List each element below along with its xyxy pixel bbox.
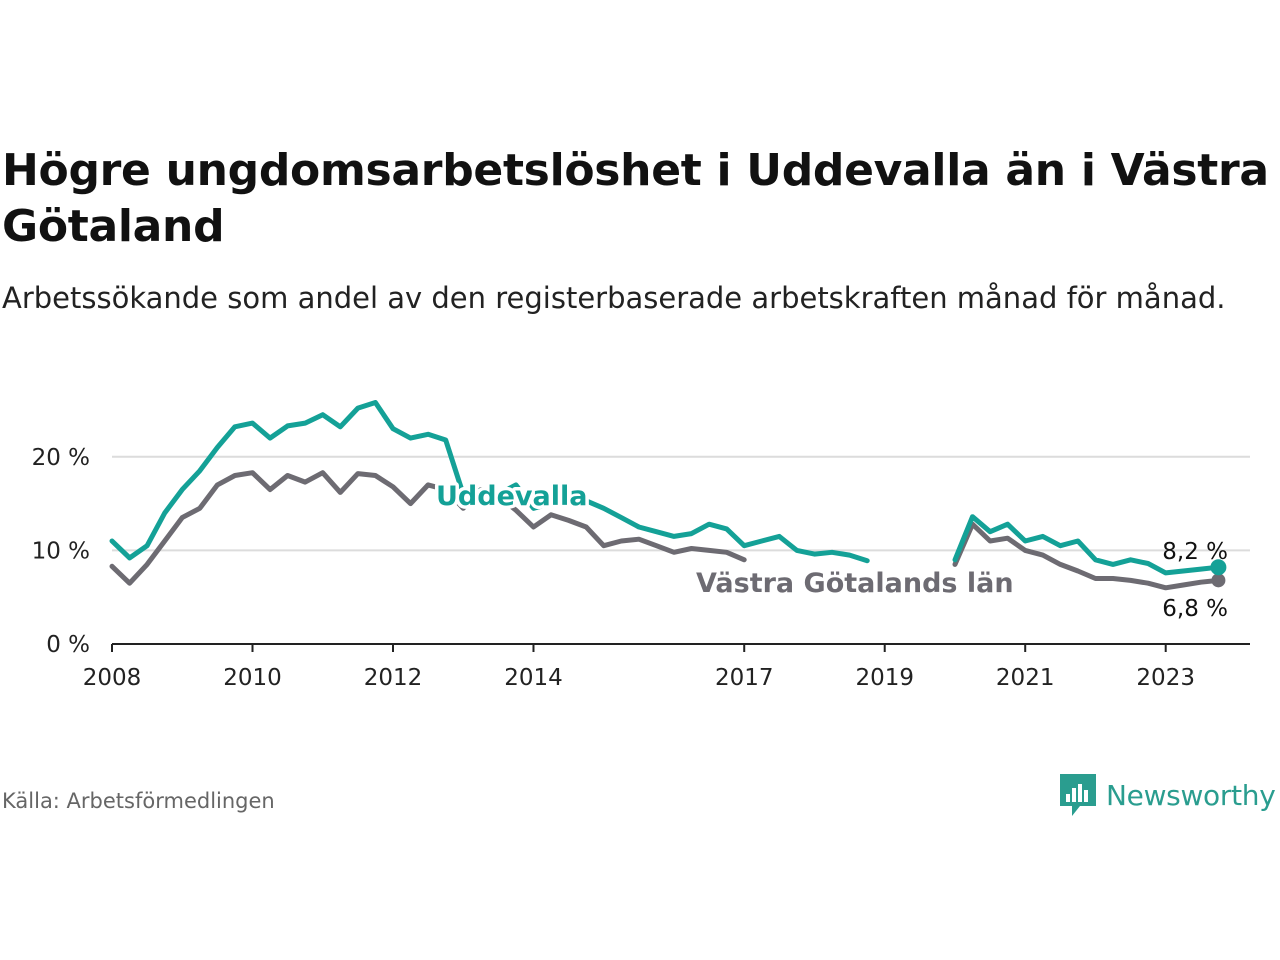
- x-tick-label: 2019: [855, 665, 914, 691]
- end-value-vastra-gotalands-lan: 6,8 %: [1162, 596, 1228, 622]
- x-tick-label: 2008: [83, 665, 142, 691]
- line-chart: 0 % 10 % 20 % 2008 2010 2012 2014 2017 2019 2021 2…: [32, 400, 1250, 691]
- y-tick-label: 10 %: [32, 538, 90, 564]
- end-value-uddevalla: 8,2 %: [1162, 539, 1228, 565]
- series-line-uddevalla: [109, 400, 1221, 576]
- x-tick-label: 2012: [364, 665, 423, 691]
- chart-subtitle: Arbetssökande som andel av den registerb…: [2, 281, 1226, 315]
- y-tick-label: 20 %: [32, 445, 90, 471]
- series-label-uddevalla: Uddevalla: [436, 481, 587, 512]
- end-point-uddevalla: [1210, 559, 1227, 576]
- x-tick-label: 2014: [504, 665, 563, 691]
- series-line-vastra-gotalands-lan: [109, 470, 1221, 591]
- source-note: Källa: Arbetsförmedlingen: [2, 789, 275, 813]
- end-point-vastra-gotalands-lan: [1211, 573, 1226, 588]
- series-label-vastra-gotalands-lan: Västra Götalands län: [696, 568, 1014, 599]
- y-tick-label: 0 %: [46, 632, 90, 658]
- x-tick-label: 2021: [996, 665, 1055, 691]
- x-tick-label: 2023: [1136, 665, 1195, 691]
- brand-logo[interactable]: Newsworthy: [1058, 772, 1276, 818]
- x-tick-label: 2017: [715, 665, 774, 691]
- chart-title: Högre ungdomsarbetslöshet i Uddevalla än…: [2, 145, 1269, 252]
- brand-name: Newsworthy: [1106, 778, 1276, 812]
- chart-bubble-icon: [1060, 774, 1096, 816]
- x-tick-label: 2010: [223, 665, 282, 691]
